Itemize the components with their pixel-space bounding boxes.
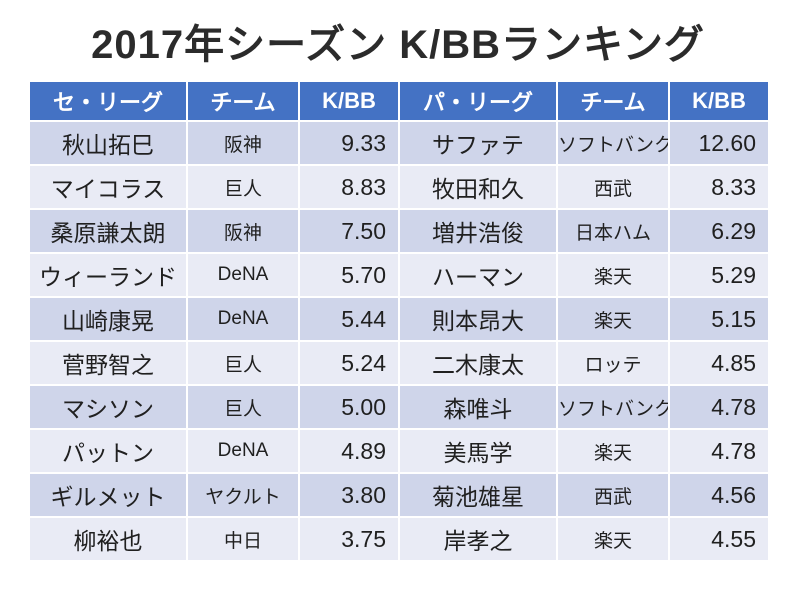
table-row: ギルメットヤクルト3.80菊池雄星西武4.56 — [29, 473, 769, 517]
table-cell: 則本昂大 — [399, 297, 557, 341]
table-cell: 楽天 — [557, 297, 669, 341]
table-cell: マシソン — [29, 385, 187, 429]
table-cell: 西武 — [557, 473, 669, 517]
table-cell: 4.78 — [669, 429, 769, 473]
table-cell: ソフトバンク — [557, 121, 669, 165]
table-header: セ・リーグチームK/BBパ・リーグチームK/BB — [29, 81, 769, 121]
table-cell: 9.33 — [299, 121, 399, 165]
table-cell: パットン — [29, 429, 187, 473]
table-cell: 4.89 — [299, 429, 399, 473]
table-cell: 桑原謙太朗 — [29, 209, 187, 253]
table-header-row: セ・リーグチームK/BBパ・リーグチームK/BB — [29, 81, 769, 121]
table-cell: 5.29 — [669, 253, 769, 297]
page-title: 2017年シーズン K/BBランキング — [28, 12, 768, 70]
table-body: 秋山拓巳阪神9.33サファテソフトバンク12.60マイコラス巨人8.83牧田和久… — [29, 121, 769, 561]
table-row: 山崎康晃DeNA5.44則本昂大楽天5.15 — [29, 297, 769, 341]
table-cell: 5.70 — [299, 253, 399, 297]
table-cell: 中日 — [187, 517, 299, 561]
table-cell: 柳裕也 — [29, 517, 187, 561]
table-cell: 4.85 — [669, 341, 769, 385]
table-cell: マイコラス — [29, 165, 187, 209]
table-cell: 巨人 — [187, 165, 299, 209]
table-row: 桑原謙太朗阪神7.50増井浩俊日本ハム6.29 — [29, 209, 769, 253]
table-cell: 二木康太 — [399, 341, 557, 385]
table-cell: 5.24 — [299, 341, 399, 385]
table-cell: 7.50 — [299, 209, 399, 253]
table-cell: 4.78 — [669, 385, 769, 429]
table-cell: 秋山拓巳 — [29, 121, 187, 165]
table-header-cell: パ・リーグ — [399, 81, 557, 121]
table-cell: ロッテ — [557, 341, 669, 385]
kbb-ranking-table: セ・リーグチームK/BBパ・リーグチームK/BB 秋山拓巳阪神9.33サファテソ… — [28, 80, 770, 562]
table-cell: サファテ — [399, 121, 557, 165]
table-cell: 5.44 — [299, 297, 399, 341]
table-cell: ギルメット — [29, 473, 187, 517]
table-row: ウィーランドDeNA5.70ハーマン楽天5.29 — [29, 253, 769, 297]
table-cell: ヤクルト — [187, 473, 299, 517]
table-cell: 日本ハム — [557, 209, 669, 253]
table-cell: 山崎康晃 — [29, 297, 187, 341]
table-cell: 西武 — [557, 165, 669, 209]
table-cell: ウィーランド — [29, 253, 187, 297]
table-cell: DeNA — [187, 253, 299, 297]
table-cell: 5.15 — [669, 297, 769, 341]
table-cell: 3.80 — [299, 473, 399, 517]
table-cell: 6.29 — [669, 209, 769, 253]
table-cell: 牧田和久 — [399, 165, 557, 209]
table-row: 柳裕也中日3.75岸孝之楽天4.55 — [29, 517, 769, 561]
table-header-cell: セ・リーグ — [29, 81, 187, 121]
table-cell: 楽天 — [557, 253, 669, 297]
table-cell: 12.60 — [669, 121, 769, 165]
table-cell: 4.55 — [669, 517, 769, 561]
table-cell: 楽天 — [557, 429, 669, 473]
table-header-cell: チーム — [187, 81, 299, 121]
table-cell: 5.00 — [299, 385, 399, 429]
table-cell: 岸孝之 — [399, 517, 557, 561]
table-header-cell: K/BB — [299, 81, 399, 121]
table-row: パットンDeNA4.89美馬学楽天4.78 — [29, 429, 769, 473]
table-cell: 菊池雄星 — [399, 473, 557, 517]
table-row: 秋山拓巳阪神9.33サファテソフトバンク12.60 — [29, 121, 769, 165]
table-cell: 4.56 — [669, 473, 769, 517]
table-cell: 美馬学 — [399, 429, 557, 473]
table-cell: ハーマン — [399, 253, 557, 297]
table-cell: ソフトバンク — [557, 385, 669, 429]
table-cell: 巨人 — [187, 385, 299, 429]
table-cell: 森唯斗 — [399, 385, 557, 429]
table-cell: DeNA — [187, 297, 299, 341]
table-cell: 楽天 — [557, 517, 669, 561]
table-cell: 阪神 — [187, 121, 299, 165]
table-cell: 阪神 — [187, 209, 299, 253]
table-cell: 菅野智之 — [29, 341, 187, 385]
table-cell: 3.75 — [299, 517, 399, 561]
table-row: マイコラス巨人8.83牧田和久西武8.33 — [29, 165, 769, 209]
table-cell: 8.33 — [669, 165, 769, 209]
table-row: 菅野智之巨人5.24二木康太ロッテ4.85 — [29, 341, 769, 385]
table-cell: 増井浩俊 — [399, 209, 557, 253]
table-header-cell: チーム — [557, 81, 669, 121]
table-cell: DeNA — [187, 429, 299, 473]
table-cell: 8.83 — [299, 165, 399, 209]
table-cell: 巨人 — [187, 341, 299, 385]
table-row: マシソン巨人5.00森唯斗ソフトバンク4.78 — [29, 385, 769, 429]
table-header-cell: K/BB — [669, 81, 769, 121]
